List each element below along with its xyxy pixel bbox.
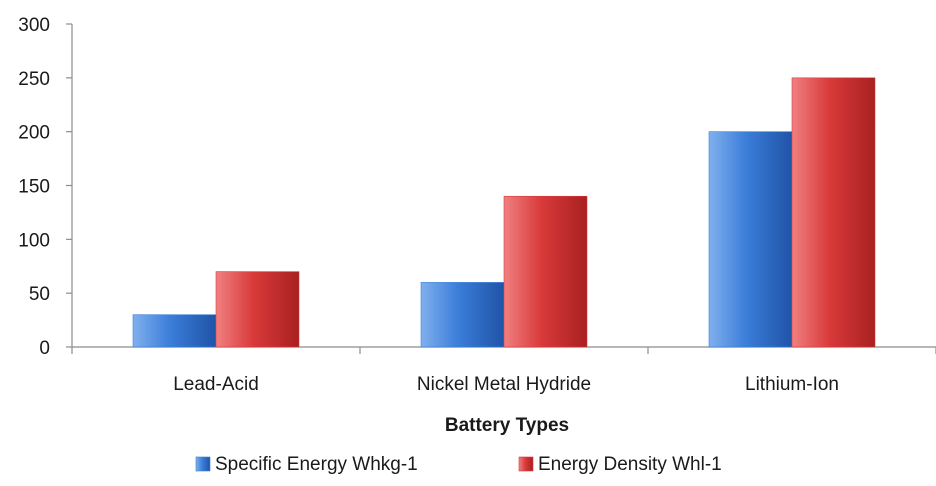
y-tick-label: 200 xyxy=(18,123,50,144)
bar-energy-density-2 xyxy=(503,195,588,348)
legend-label: Specific Energy Whkg-1 xyxy=(215,454,418,475)
legend-swatch xyxy=(195,456,211,472)
y-tick-label: 300 xyxy=(18,15,50,36)
y-tick-label: 0 xyxy=(39,338,50,359)
legend: Specific Energy Whkg-1 Energy Density Whl… xyxy=(195,454,722,475)
y-tick-label: 100 xyxy=(18,230,50,251)
category-label: Lithium-Ion xyxy=(745,374,839,395)
legend-label: Energy Density Whl-1 xyxy=(538,454,722,475)
y-tick-label: 250 xyxy=(18,69,50,90)
x-axis-title: Battery Types xyxy=(445,415,569,436)
bar-specific-energy-3 xyxy=(708,131,793,348)
legend-swatch xyxy=(518,456,534,472)
bars xyxy=(132,77,876,348)
bar-energy-density-3 xyxy=(791,77,876,348)
y-tick-label: 150 xyxy=(18,177,50,198)
category-label: Nickel Metal Hydride xyxy=(417,374,591,395)
bar-specific-energy-1 xyxy=(132,314,217,348)
bar-energy-density-1 xyxy=(215,271,300,348)
y-tick-label: 50 xyxy=(29,284,50,305)
bar-specific-energy-2 xyxy=(420,282,505,348)
category-labels: Lead-Acid Nickel Metal Hydride Lithium-Ion xyxy=(173,374,839,395)
category-label: Lead-Acid xyxy=(173,374,259,395)
x-axis xyxy=(71,346,936,354)
y-axis: 0 50 100 150 200 250 300 xyxy=(18,15,73,359)
